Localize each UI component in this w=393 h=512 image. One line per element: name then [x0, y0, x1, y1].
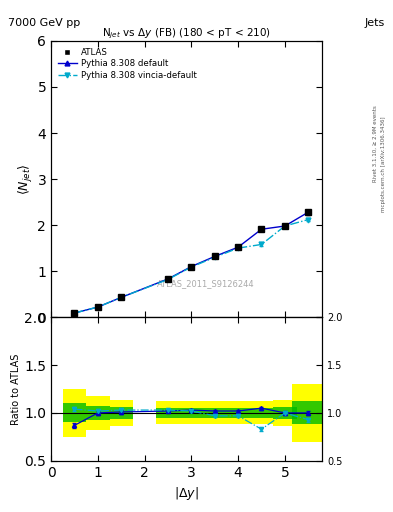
- Bar: [86, 396, 110, 430]
- Bar: [110, 399, 133, 426]
- X-axis label: |$\Delta y$|: |$\Delta y$|: [174, 485, 199, 502]
- Y-axis label: Ratio to ATLAS: Ratio to ATLAS: [11, 353, 22, 424]
- Y-axis label: $\langle N_{jet}\rangle$: $\langle N_{jet}\rangle$: [17, 163, 35, 195]
- Bar: [203, 408, 226, 418]
- Legend: ATLAS, Pythia 8.308 default, Pythia 8.308 vincia-default: ATLAS, Pythia 8.308 default, Pythia 8.30…: [55, 45, 200, 83]
- Title: N$_{jet}$ vs $\Delta y$ (FB) (180 < pT < 210): N$_{jet}$ vs $\Delta y$ (FB) (180 < pT <…: [102, 27, 271, 41]
- Bar: [292, 401, 325, 424]
- Text: 7000 GeV pp: 7000 GeV pp: [8, 18, 80, 28]
- Bar: [226, 408, 250, 418]
- Text: mcplots.cern.ch [arXiv:1306.3436]: mcplots.cern.ch [arXiv:1306.3436]: [381, 116, 386, 211]
- Bar: [63, 389, 86, 437]
- Text: Rivet 3.1.10, ≥ 2.9M events: Rivet 3.1.10, ≥ 2.9M events: [373, 105, 378, 182]
- Bar: [86, 406, 110, 420]
- Bar: [226, 401, 250, 424]
- Bar: [180, 401, 203, 424]
- Text: Jets: Jets: [365, 18, 385, 28]
- Bar: [273, 407, 297, 419]
- Bar: [250, 401, 273, 424]
- Bar: [203, 401, 226, 424]
- Bar: [110, 407, 133, 419]
- Bar: [156, 401, 180, 424]
- Bar: [250, 408, 273, 418]
- Text: ATLAS_2011_S9126244: ATLAS_2011_S9126244: [157, 280, 255, 289]
- Bar: [180, 408, 203, 418]
- Bar: [273, 399, 297, 426]
- Bar: [156, 408, 180, 418]
- Bar: [63, 403, 86, 422]
- Bar: [292, 384, 325, 442]
